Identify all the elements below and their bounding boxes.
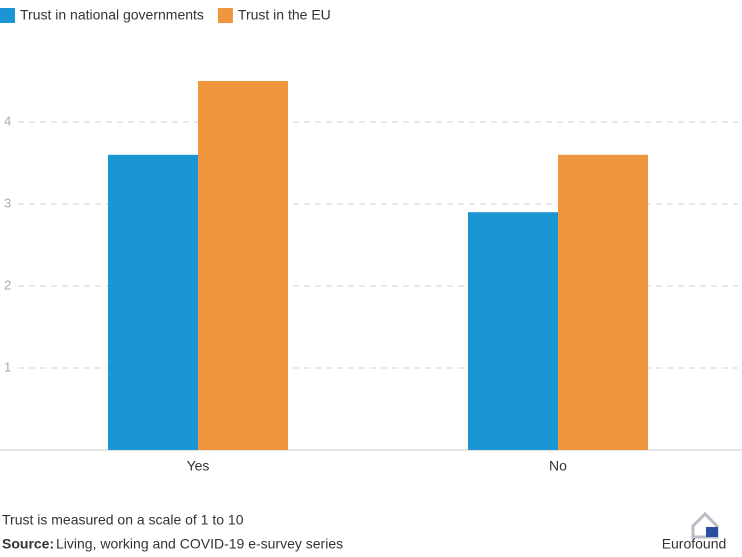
bar	[558, 154, 648, 451]
legend-swatch	[0, 8, 15, 23]
note: Trust is measured on a scale of 1 to 10	[2, 512, 244, 528]
y-tick-label: 4	[4, 113, 11, 128]
source-label: Source:	[2, 536, 54, 552]
bar	[198, 81, 288, 450]
y-tick-label: 3	[4, 195, 11, 210]
x-tick-label: No	[549, 458, 567, 474]
legend-label: Trust in national governments	[20, 7, 204, 23]
bar	[468, 212, 558, 450]
logo-icon	[691, 511, 719, 539]
bar	[108, 154, 198, 451]
y-tick-label: 1	[4, 359, 11, 374]
legend-swatch	[217, 8, 233, 23]
logo: Eurofound	[662, 536, 727, 552]
source: Living, working and COVID-19 e-survey se…	[56, 536, 343, 552]
x-tick-label: Yes	[187, 458, 210, 474]
y-tick-label: 2	[4, 277, 11, 292]
legend-label: Trust in the EU	[238, 7, 331, 23]
